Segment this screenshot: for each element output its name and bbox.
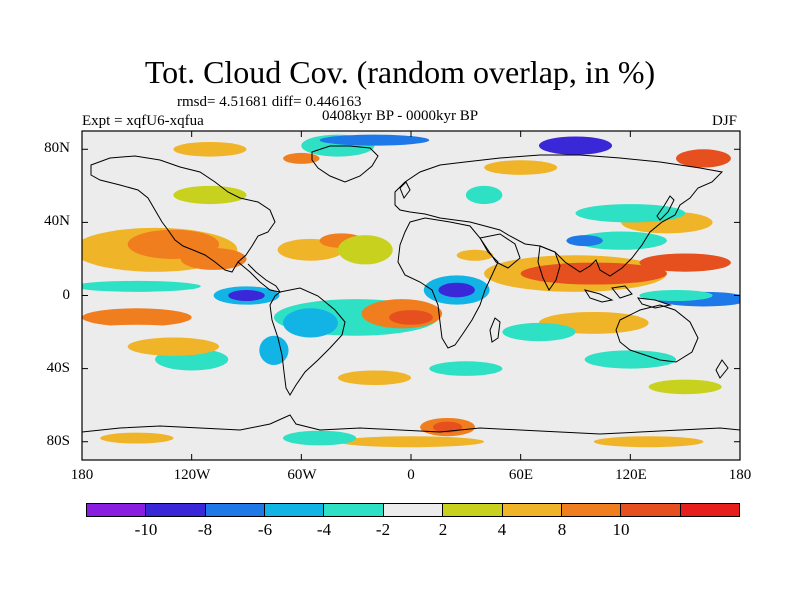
period-label: 0408kyr BP - 0000kyr BP [322, 108, 479, 124]
anomaly-region [438, 282, 475, 298]
anomaly-region [100, 432, 174, 444]
colorbar-swatch [502, 504, 562, 516]
coastline-japan [656, 195, 675, 221]
colorbar-swatch [561, 504, 622, 516]
anomaly-region [648, 379, 722, 395]
anomaly-region [593, 436, 704, 448]
lon-label-0: 0 [407, 467, 415, 483]
anomaly-region [82, 324, 192, 340]
anomaly-region [502, 322, 576, 342]
colorbar-label: -2 [375, 520, 391, 539]
colorbar-swatch [205, 504, 266, 516]
lat-label-40n: 40N [44, 213, 70, 229]
lon-label-180w: 180 [70, 467, 94, 483]
lat-label-80n: 80N [44, 140, 70, 156]
colorbar-label: 4 [497, 520, 507, 539]
anomaly-region [127, 337, 220, 356]
colorbar-label: -6 [257, 520, 273, 539]
coastline-madagascar [489, 317, 501, 343]
anomaly-region [173, 185, 247, 205]
map-background [82, 131, 740, 460]
anomaly-region [432, 421, 463, 433]
colorbar [86, 503, 740, 517]
anomaly-region [639, 290, 713, 301]
colorbar-swatch [146, 504, 206, 516]
colorbar-swatch [680, 504, 739, 516]
coastline-india [537, 245, 561, 291]
anomaly-region [337, 370, 412, 386]
anomaly-region [465, 185, 503, 205]
lat-label-40s: 40S [46, 360, 70, 376]
colorbar-label: -10 [134, 520, 158, 539]
anomaly-region [538, 136, 613, 155]
colorbar-label: 10 [612, 520, 630, 539]
anomaly-region [82, 280, 201, 292]
season-label: DJF [712, 113, 738, 129]
anomaly-region [575, 204, 686, 223]
anomaly-region [429, 361, 503, 376]
colorbar-swatch [621, 504, 681, 516]
coastline-arabia [479, 233, 521, 269]
axis-ticks [81, 131, 741, 460]
anomaly-region [319, 134, 430, 146]
colorbar-swatch [443, 504, 503, 516]
colorbar-swatch [383, 504, 444, 516]
colorbar-swatch [87, 504, 147, 516]
anomaly-region [575, 231, 667, 250]
coastline-eurasia [394, 154, 724, 277]
anomaly-region [173, 141, 247, 157]
anomaly-region [566, 235, 603, 247]
coastline-africa [397, 217, 499, 349]
colorbar-swatch [265, 504, 325, 516]
anomaly-region [676, 149, 731, 168]
anomaly-region [283, 430, 357, 446]
anomaly-region [228, 290, 265, 301]
colorbar-swatch [324, 504, 384, 516]
coastline-australia [615, 304, 699, 363]
stats-text: rmsd= 4.51681 diff= 0.446163 [177, 94, 362, 110]
map-title: Tot. Cloud Cov. (random overlap, in %) [144, 54, 656, 90]
lon-label-180e: 180 [728, 467, 752, 483]
anomaly-region [456, 249, 494, 261]
colorbar-label: -8 [197, 520, 213, 539]
coastline-south-america [269, 287, 346, 396]
lon-label-60e: 60E [508, 467, 534, 483]
coastline-new-zealand [715, 359, 729, 379]
anomaly-region [484, 160, 558, 175]
coastline-uk [399, 181, 411, 200]
anomaly-region [337, 235, 393, 265]
lon-label-60w: 60W [287, 467, 317, 483]
anomaly-region [180, 247, 247, 270]
coastlines [82, 145, 740, 435]
coastline-antarctica [82, 414, 740, 435]
colorbar-label: 2 [438, 520, 448, 539]
coastline-indonesia [583, 285, 672, 309]
anomaly-region [259, 335, 289, 365]
anomaly-region [584, 350, 677, 369]
anomaly-region [283, 152, 320, 164]
anomaly-region [520, 262, 667, 285]
anomaly-region [82, 308, 192, 327]
anomaly-region [283, 308, 338, 338]
anomaly-region [389, 310, 433, 325]
colorbar-label: -4 [316, 520, 332, 539]
lon-label-120e: 120E [615, 467, 647, 483]
experiment-label: Expt = xqfU6-xqfua [82, 113, 204, 129]
lat-label-80s: 80S [46, 433, 70, 449]
colorbar-label: 8 [557, 520, 567, 539]
lat-label-equator: 0 [62, 287, 71, 303]
anomaly-region [639, 253, 731, 272]
coastline-greenland [311, 145, 379, 183]
anomaly-region [337, 436, 485, 448]
lon-label-120w: 120W [173, 467, 211, 483]
